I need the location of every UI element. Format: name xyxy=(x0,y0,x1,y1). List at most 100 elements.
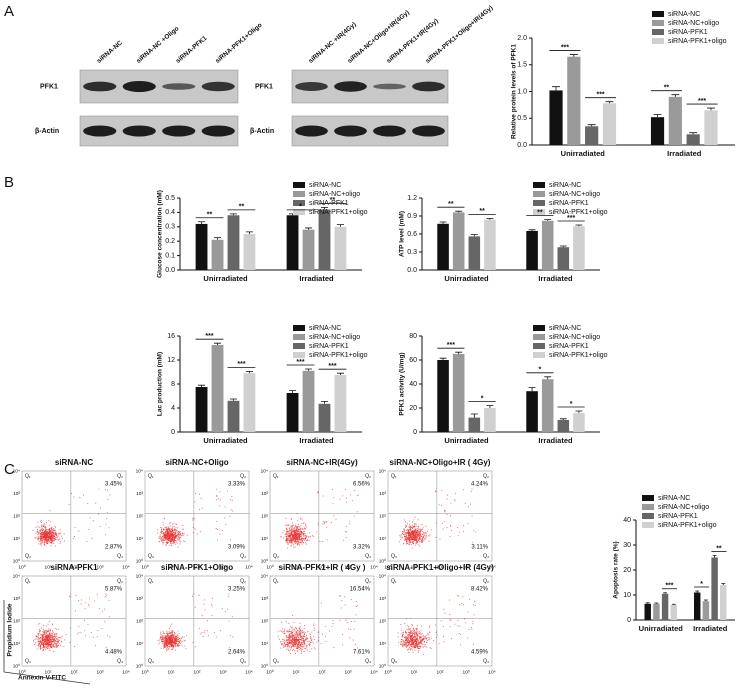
event-dot xyxy=(297,520,299,522)
event-dot xyxy=(42,634,44,636)
event-dot xyxy=(166,531,168,533)
event-dot xyxy=(178,540,180,542)
bar xyxy=(526,391,538,432)
event-dot xyxy=(293,638,295,640)
event-dot xyxy=(301,541,303,543)
event-dot xyxy=(170,640,172,642)
event-dot xyxy=(423,534,425,536)
event-dot xyxy=(40,539,42,541)
event-dot xyxy=(289,630,291,632)
event-dot xyxy=(304,542,307,544)
bar xyxy=(686,134,700,145)
x-tick-label: Unirradiated xyxy=(444,274,489,283)
event-dot xyxy=(451,530,453,532)
event-dot xyxy=(47,532,49,534)
event-dot xyxy=(177,636,179,638)
flow-y-tick: 10⁰ xyxy=(136,558,143,564)
event-dot xyxy=(304,635,306,638)
percent-lower-right: 7.61% xyxy=(353,650,371,656)
event-dot xyxy=(304,528,306,530)
event-dot xyxy=(427,639,429,641)
event-dot xyxy=(41,644,43,646)
event-dot xyxy=(171,545,173,547)
event-dot xyxy=(177,527,179,529)
event-dot xyxy=(298,635,300,637)
event-dot xyxy=(419,535,421,538)
event-dot xyxy=(398,642,400,644)
event-dot xyxy=(415,542,417,544)
event-dot xyxy=(411,530,413,532)
event-dot xyxy=(44,630,46,632)
event-dot xyxy=(293,536,295,538)
event-dot xyxy=(58,643,60,645)
event-dot xyxy=(300,646,302,648)
event-dot xyxy=(401,629,403,631)
event-dot xyxy=(406,639,408,641)
event-dot xyxy=(45,541,47,543)
legend-swatch xyxy=(533,200,545,206)
event-dot xyxy=(412,641,414,643)
event-dot xyxy=(286,634,288,637)
event-dot xyxy=(416,631,418,633)
event-dot xyxy=(467,523,469,525)
flow-y-tick: 10⁰ xyxy=(261,558,268,564)
flow-y-tick: 10³ xyxy=(136,596,143,602)
flow-x-tick: 10¹ xyxy=(293,669,300,675)
event-dot xyxy=(57,538,59,540)
event-dot xyxy=(295,635,297,637)
event-dot xyxy=(297,647,299,649)
event-dot xyxy=(106,512,108,514)
event-dot xyxy=(311,631,313,633)
event-dot xyxy=(424,532,426,534)
event-dot xyxy=(50,521,52,523)
percent-upper-right: 3.25% xyxy=(228,587,246,593)
quadrant-label: Q₃ xyxy=(273,658,279,664)
event-dot xyxy=(44,532,46,534)
event-dot xyxy=(56,647,58,649)
event-dot xyxy=(408,628,410,630)
event-dot xyxy=(48,647,50,649)
event-dot xyxy=(303,642,305,644)
event-dot xyxy=(171,649,173,651)
event-dot xyxy=(172,630,174,632)
legend-label: siRNA-NC xyxy=(309,325,341,332)
event-dot xyxy=(294,540,296,542)
lane-label: siRNA-NC +Oligo xyxy=(135,25,180,65)
event-dot xyxy=(302,541,305,544)
event-dot xyxy=(47,647,49,649)
event-dot xyxy=(313,635,315,637)
panel-letter: B xyxy=(4,174,14,191)
event-dot xyxy=(409,641,412,643)
flow-frame xyxy=(269,470,375,562)
quadrant-label: Q₄ xyxy=(365,553,371,559)
event-dot xyxy=(296,635,298,637)
bar xyxy=(484,219,496,270)
event-dot xyxy=(404,639,406,641)
event-dot xyxy=(417,635,420,637)
event-dot xyxy=(55,628,58,630)
event-dot xyxy=(40,627,42,629)
event-dot xyxy=(211,605,213,607)
event-dot xyxy=(37,521,39,523)
event-dot xyxy=(284,645,287,647)
event-dot xyxy=(290,533,292,535)
event-dot xyxy=(406,644,408,647)
event-dot xyxy=(410,541,412,544)
event-dot xyxy=(296,539,298,541)
event-dot xyxy=(425,638,428,640)
flow-x-tick: 10¹ xyxy=(293,564,300,570)
event-dot xyxy=(225,523,227,526)
event-dot xyxy=(40,633,43,635)
event-dot xyxy=(175,529,177,531)
event-dot xyxy=(291,528,293,531)
bar xyxy=(711,557,718,620)
significance-label: *** xyxy=(561,44,569,51)
event-dot xyxy=(310,633,312,635)
quadrant-label: Q₁ xyxy=(273,473,279,479)
y-tick-label: 30 xyxy=(623,542,631,549)
event-dot xyxy=(178,538,180,541)
event-dot xyxy=(293,533,295,535)
event-dot xyxy=(316,641,318,643)
event-dot xyxy=(415,540,417,542)
